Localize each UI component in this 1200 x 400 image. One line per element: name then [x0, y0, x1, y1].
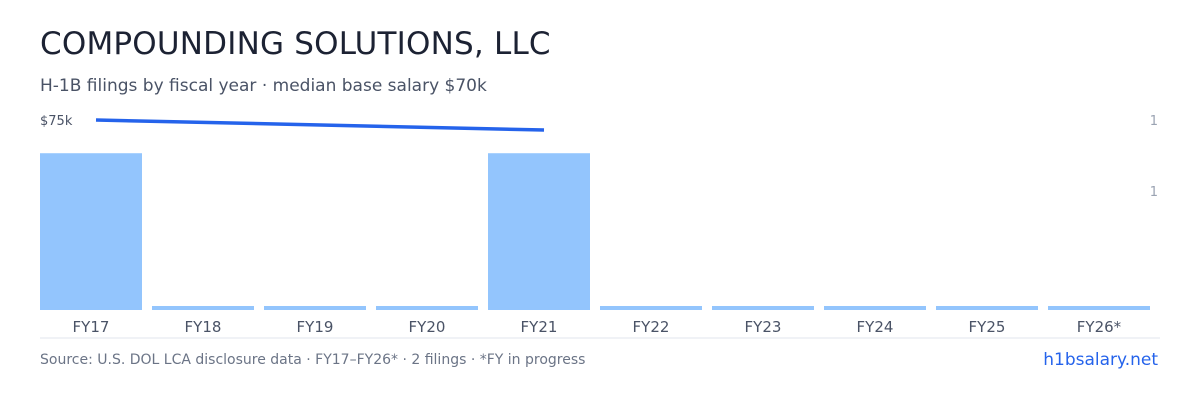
x-tick-label: FY26*: [1077, 318, 1122, 336]
bar-FY23: [712, 306, 814, 310]
left-axis-tick: $75k: [40, 114, 73, 129]
right-axis-tick: 1: [1150, 185, 1158, 200]
chart-subtitle: H-1B filings by fiscal year · median bas…: [40, 76, 487, 96]
bar-FY19: [264, 306, 366, 310]
x-tick-label: FY23: [745, 318, 782, 336]
x-tick-label: FY20: [409, 318, 446, 336]
x-tick-label: FY22: [633, 318, 670, 336]
bar-FY18: [152, 306, 254, 310]
chart-title: COMPOUNDING SOLUTIONS, LLC: [40, 26, 551, 62]
x-tick-label: FY17: [73, 318, 110, 336]
x-tick-label: FY19: [297, 318, 334, 336]
right-axis-tick: 1: [1150, 114, 1158, 129]
bar-FY25: [936, 306, 1038, 310]
bar-FY24: [824, 306, 926, 310]
x-tick-label: FY21: [521, 318, 558, 336]
salary-line: [95, 118, 545, 132]
bar-FY17: [40, 153, 142, 310]
bar-FY22: [600, 306, 702, 310]
x-tick-label: FY24: [857, 318, 894, 336]
brand-link[interactable]: h1bsalary.net: [1043, 350, 1158, 370]
bar-FY21: [488, 153, 590, 310]
bar-FY20: [376, 306, 478, 310]
x-tick-label: FY18: [185, 318, 222, 336]
source-note: Source: U.S. DOL LCA disclosure data · F…: [40, 352, 586, 368]
bar-FY26: [1048, 306, 1150, 310]
x-tick-label: FY25: [969, 318, 1006, 336]
